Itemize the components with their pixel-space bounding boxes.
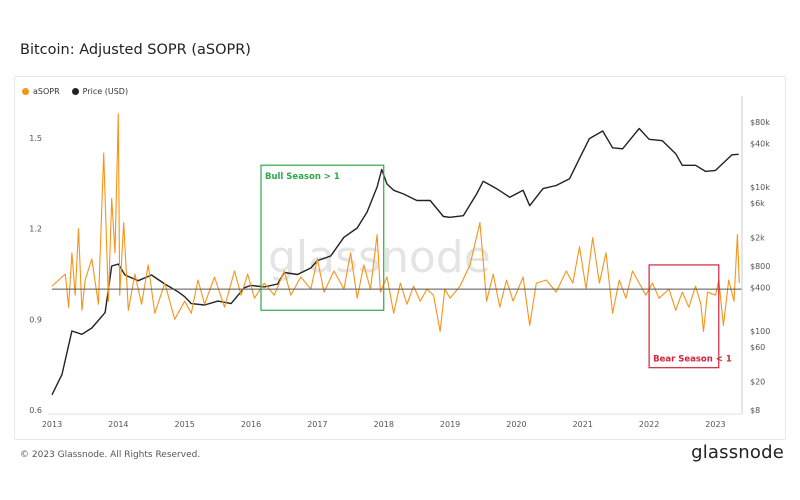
y-right-tick-label: $6k [750, 199, 765, 208]
y-right-tick-label: $100 [750, 327, 770, 336]
x-tick-label: 2018 [374, 420, 394, 429]
x-tick-label: 2022 [639, 420, 659, 429]
legend-dot-price [71, 87, 79, 95]
bear-season-label: Bear Season < 1 [653, 355, 732, 365]
page-title: Bitcoin: Adjusted SOPR (aSOPR) [20, 42, 251, 58]
legend-label-price: Price (USD) [82, 86, 129, 96]
x-tick-label: 2013 [42, 420, 62, 429]
y-right-tick-label: $40k [750, 140, 770, 149]
x-tick-label: 2020 [506, 420, 526, 429]
price-line [51, 127, 739, 396]
y-right-tick-label: $800 [750, 262, 770, 271]
x-tick-label: 2014 [108, 420, 128, 429]
y-right-tick-label: $400 [750, 284, 770, 293]
bull-season-label: Bull Season > 1 [265, 172, 340, 182]
axes: 2013 2014 2015 2016 2017 2018 2019 2020 2021 2022… [29, 96, 770, 429]
x-tick-label: 2016 [241, 420, 261, 429]
y-right-tick-label: $10k [750, 183, 770, 192]
asopr-line [51, 113, 740, 332]
x-tick-label: 2023 [705, 420, 725, 429]
annotations: Bull Season > 1 Bear Season < 1 [260, 164, 732, 369]
y-left-tick-label: 0.9 [29, 315, 42, 324]
x-tick-label: 2021 [573, 420, 593, 429]
copyright-text: © 2023 Glassnode. All Rights Reserved. [20, 450, 201, 460]
brand-logo: glassnode [691, 442, 784, 463]
legend-dot-asopr [22, 87, 29, 95]
bull-season-box [260, 164, 385, 311]
y-right-tick-label: $60 [750, 343, 765, 352]
y-left-tick-label: 1.5 [29, 134, 42, 143]
y-right-tick-label: $8 [750, 406, 760, 415]
y-right-tick-label: $2k [750, 233, 765, 242]
legend-item-asopr[interactable]: aSOPR [22, 87, 60, 96]
legend-item-price[interactable]: Price (USD) [71, 86, 129, 96]
y-right-tick-label: $80k [750, 118, 770, 127]
y-left-tick-label: 0.6 [29, 406, 42, 415]
x-tick-label: 2015 [175, 420, 195, 429]
y-right-tick-label: $20 [750, 377, 765, 386]
asopr-series [51, 113, 740, 332]
bear-season-box [648, 264, 720, 369]
x-tick-label: 2017 [307, 420, 327, 429]
legend-label-asopr: aSOPR [33, 86, 60, 96]
legend: aSOPR Price (USD) [22, 84, 128, 98]
price-series [51, 127, 739, 396]
chart-panel [14, 76, 786, 440]
x-tick-label: 2019 [440, 420, 460, 429]
y-left-tick-label: 1.2 [29, 225, 42, 234]
